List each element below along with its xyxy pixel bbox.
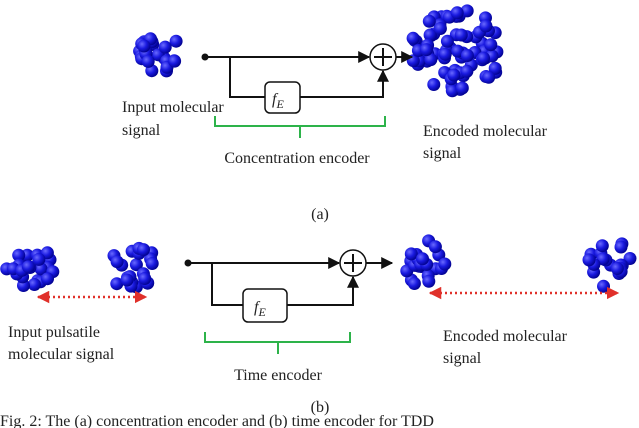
bracket bbox=[215, 116, 385, 138]
molecule bbox=[615, 241, 628, 254]
molecule bbox=[456, 82, 469, 95]
wire bbox=[212, 263, 243, 305]
input-label: signal bbox=[122, 122, 161, 139]
wire bbox=[300, 71, 383, 97]
molecule bbox=[597, 280, 610, 293]
output-label: signal bbox=[443, 350, 482, 367]
molecule bbox=[137, 243, 150, 256]
molecule bbox=[22, 260, 35, 273]
molecule bbox=[596, 239, 609, 252]
molecule bbox=[422, 275, 435, 288]
molecule bbox=[416, 252, 429, 265]
panel-tag: (a) bbox=[311, 206, 329, 223]
bracket bbox=[205, 332, 350, 354]
output-label: Encoded molecular bbox=[423, 123, 548, 140]
encoder-label: Time encoder bbox=[234, 367, 323, 384]
molecule bbox=[447, 69, 460, 82]
molecule bbox=[439, 48, 452, 61]
molecule bbox=[461, 49, 474, 62]
molecule bbox=[111, 255, 124, 268]
molecule bbox=[168, 55, 181, 68]
output-label: signal bbox=[423, 145, 462, 162]
molecule bbox=[611, 262, 624, 275]
molecule bbox=[405, 247, 418, 260]
molecule-clusters bbox=[0, 4, 636, 293]
input-label: Input pulsatile bbox=[8, 324, 100, 341]
encoder-a: fE bbox=[202, 44, 413, 138]
molecule bbox=[142, 55, 155, 68]
molecule bbox=[484, 38, 497, 51]
molecule bbox=[434, 22, 447, 35]
molecule bbox=[482, 71, 495, 84]
caption: Fig. 2: The (a) concentration encoder an… bbox=[0, 413, 434, 428]
molecule bbox=[159, 41, 172, 54]
molecule bbox=[121, 274, 134, 287]
molecule bbox=[479, 20, 492, 33]
molecule bbox=[407, 32, 420, 45]
molecule bbox=[583, 253, 596, 266]
molecule bbox=[455, 29, 468, 42]
molecule bbox=[451, 6, 464, 19]
molecule bbox=[423, 15, 436, 28]
molecule bbox=[477, 52, 490, 65]
molecule bbox=[146, 257, 159, 270]
molecule bbox=[429, 240, 442, 253]
molecule bbox=[41, 272, 54, 285]
molecule bbox=[438, 258, 451, 271]
molecule bbox=[137, 40, 150, 53]
encoder-label: Concentration encoder bbox=[224, 150, 370, 167]
figure: fE Input molecular signal Concentration … bbox=[0, 0, 639, 428]
molecule bbox=[441, 35, 454, 48]
molecule bbox=[138, 272, 151, 285]
molecule bbox=[427, 78, 440, 91]
molecule bbox=[460, 65, 473, 78]
input-label: Input molecular bbox=[122, 99, 224, 116]
output-label: Encoded molecular bbox=[443, 328, 568, 345]
input-label: molecular signal bbox=[8, 346, 115, 363]
molecule bbox=[420, 43, 433, 56]
wire bbox=[230, 57, 265, 97]
molecule bbox=[408, 277, 421, 290]
wire bbox=[287, 277, 353, 305]
